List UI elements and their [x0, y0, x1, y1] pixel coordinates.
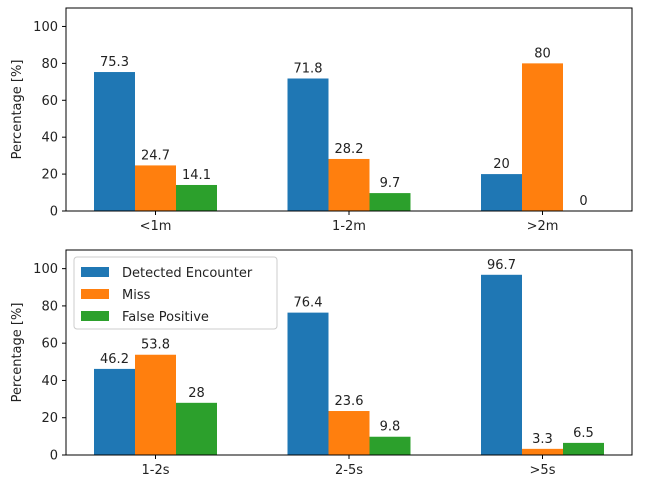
bar-value-label: 20	[493, 157, 510, 172]
bar-value-label: 3.3	[532, 432, 553, 447]
bar-false-positive-1-2m	[369, 193, 411, 211]
chart-panel-bottom: 46.2 76.4 96.7 53.8 23.6 3.3 28 9.8 6.5 0 20 40 60 80…	[10, 249, 633, 478]
y-tick-label: 100	[33, 20, 58, 35]
y-tick-label: 0	[50, 205, 58, 220]
y-axis-label: Percentage [%]	[10, 303, 25, 403]
bar-value-label: 46.2	[100, 352, 129, 367]
bar-value-label: 76.4	[294, 296, 323, 311]
bar-value-label: 28.2	[335, 142, 364, 157]
bar-value-label: 28	[188, 386, 205, 401]
bar-detected-encounter-1-2m	[287, 78, 329, 211]
y-tick-label: 60	[41, 337, 58, 352]
bar-value-label: 6.5	[573, 426, 594, 441]
legend-label: Miss	[122, 288, 151, 303]
legend-swatch-miss	[81, 289, 109, 299]
bar-value-label: 53.8	[141, 338, 170, 353]
bar-false-positive-1-2s	[176, 402, 217, 455]
bar-miss->5s	[522, 448, 563, 455]
x-tick-label: >2m	[527, 219, 559, 234]
legend-swatch-detected-encounter	[81, 267, 109, 277]
y-tick-label: 40	[41, 374, 58, 389]
bar-value-label: 71.8	[294, 61, 323, 76]
chart-panel-top: 75.3 71.8 20 24.7 28.2 80 14.1 9.7 0 0 20 40 60 80 100…	[10, 7, 633, 234]
y-tick-label: 20	[41, 168, 58, 183]
y-tick-label: 80	[41, 57, 58, 72]
legend-swatch-false-positive	[81, 311, 109, 321]
bar-detected-encounter-2-5s	[287, 312, 329, 455]
bar-value-label: 24.7	[141, 148, 170, 163]
x-tick-label: >5s	[530, 463, 556, 478]
legend: Detected Encounter Miss False Positive	[73, 256, 278, 330]
legend-label: Detected Encounter	[122, 266, 253, 281]
bar-value-label: 9.7	[380, 176, 401, 191]
x-tick-label: 2-5s	[335, 463, 363, 478]
y-tick-label: 40	[41, 131, 58, 146]
bar-value-label: 80	[534, 46, 551, 61]
y-axis-label: Percentage [%]	[10, 60, 25, 160]
bar-false-positive->5s	[563, 442, 604, 455]
bar-detected-encounter->5s	[481, 274, 522, 455]
bar-value-label: 23.6	[335, 394, 364, 409]
y-tick-label: 60	[41, 94, 58, 109]
bar-value-label: 96.7	[487, 258, 516, 273]
bar-value-label: 14.1	[182, 168, 211, 183]
bar-miss-1-2s	[135, 354, 176, 455]
y-tick-label: 100	[33, 262, 58, 277]
legend-label: False Positive	[122, 310, 209, 325]
y-tick-label: 20	[41, 411, 58, 426]
x-tick-label: 1-2s	[141, 463, 169, 478]
bar-miss-1-2m	[328, 158, 370, 211]
bar-detected-encounter->2m	[481, 174, 522, 211]
bar-detected-encounter-1-2s	[94, 368, 135, 455]
y-tick-label: 0	[50, 449, 58, 464]
bar-false-positive-2-5s	[369, 436, 411, 455]
bar-value-label: 75.3	[100, 55, 129, 70]
x-tick-label: 1-2m	[332, 219, 366, 234]
bar-miss->2m	[522, 63, 563, 212]
bar-false-positive-<1m	[176, 184, 217, 211]
bar-miss-<1m	[135, 165, 176, 211]
x-tick-label: <1m	[140, 219, 172, 234]
bar-value-label: 9.8	[380, 420, 401, 435]
bar-value-label: 0	[579, 194, 587, 209]
bar-miss-2-5s	[328, 411, 370, 455]
bar-detected-encounter-<1m	[94, 72, 135, 212]
y-tick-label: 80	[41, 299, 58, 314]
